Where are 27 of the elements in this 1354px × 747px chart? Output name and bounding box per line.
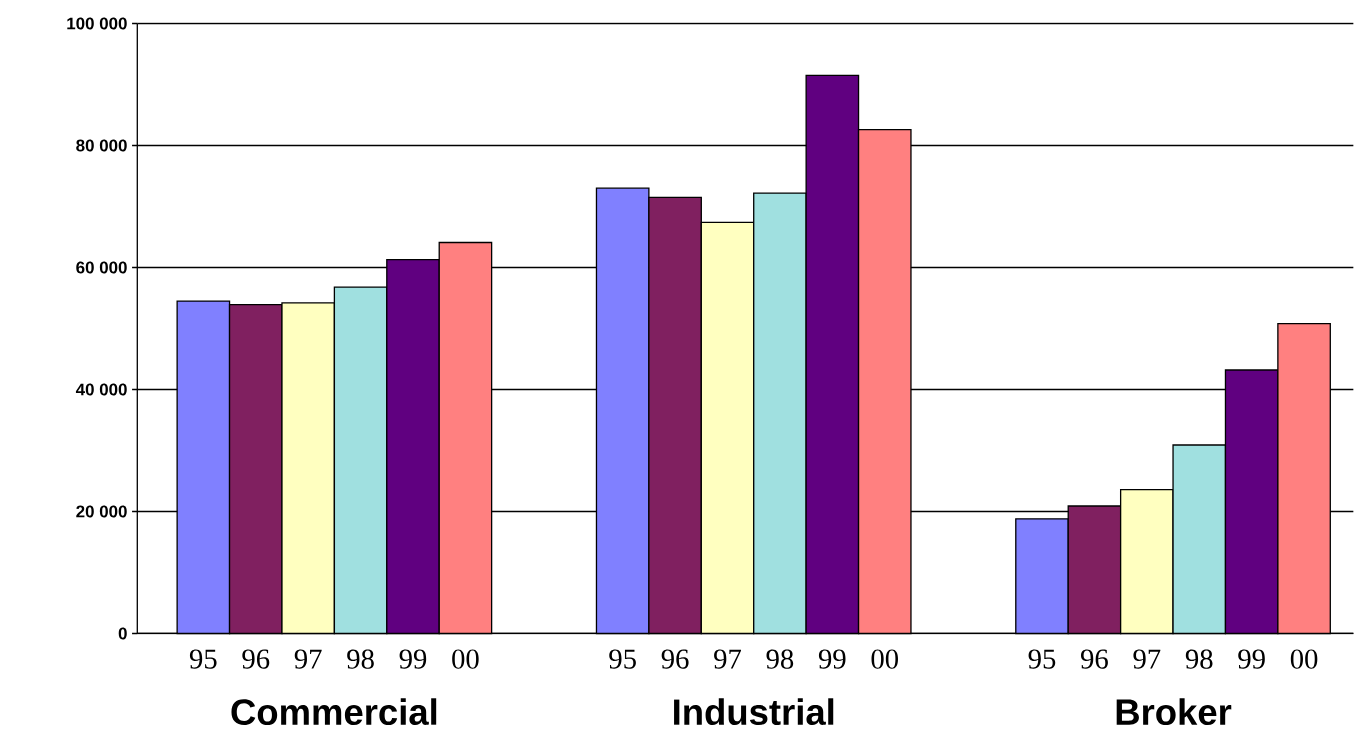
series-label: 99 xyxy=(399,649,427,669)
y-tick-label: 0 xyxy=(118,627,127,640)
text: 99 xyxy=(818,649,846,669)
y-tick-label: 100 000 xyxy=(67,17,127,30)
x-tick-label: Industrial xyxy=(674,698,834,725)
text: 99 xyxy=(1238,649,1265,669)
text: 96 xyxy=(661,649,689,669)
text: 96 xyxy=(1081,649,1108,669)
series-label: 95 xyxy=(189,649,217,669)
y-tick-label: 40 000 xyxy=(75,383,127,396)
text: 98 xyxy=(766,649,794,669)
series-label: 96 xyxy=(242,649,270,669)
text: 00 xyxy=(871,649,898,669)
text: 97 xyxy=(1133,649,1161,669)
y-tick-label: 60 000 xyxy=(76,261,127,274)
series-label: 98 xyxy=(347,649,374,669)
y-tick-label: 20 000 xyxy=(76,505,127,518)
text: 00 xyxy=(1290,649,1318,669)
text: 95 xyxy=(1028,649,1056,669)
x-tick-label: Commercial xyxy=(231,698,437,725)
series-label: 00 xyxy=(452,649,479,669)
series-label: 97 xyxy=(294,649,322,669)
x-tick-label: Broker xyxy=(1116,698,1232,725)
text: 98 xyxy=(1185,649,1213,669)
text: 97 xyxy=(714,649,742,669)
y-tick-label: 80 000 xyxy=(76,139,127,152)
text: 95 xyxy=(609,649,636,669)
